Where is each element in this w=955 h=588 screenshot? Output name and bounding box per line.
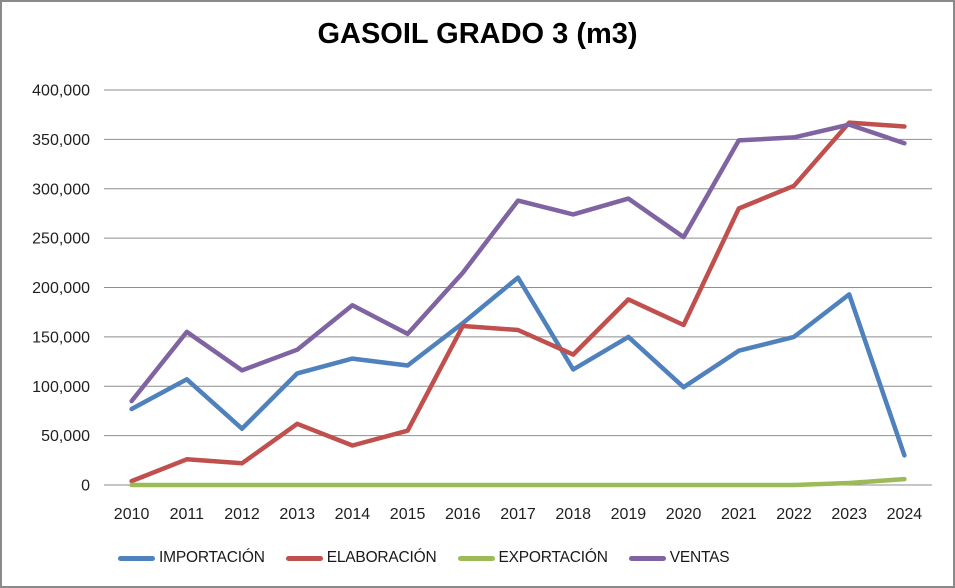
x-axis-tick-label: 2017: [500, 506, 536, 523]
x-axis-tick-label: 2014: [335, 506, 371, 523]
legend-label: VENTAS: [669, 549, 730, 566]
legend-line-swatch: [285, 555, 323, 561]
x-axis-tick-label: 2011: [170, 506, 205, 523]
series-line-ventas: [129, 122, 907, 404]
x-axis-tick-label: 2018: [555, 506, 591, 523]
legend-line-swatch: [457, 555, 495, 561]
x-axis-tick-label: 2019: [611, 506, 647, 523]
x-axis-tick-label: 2013: [279, 506, 315, 523]
legend: IMPORTACIÓN ELABORACIÓN EXPORTACIÓN VENTAS: [118, 545, 730, 571]
y-axis-tick-label: 400,000: [32, 83, 90, 100]
series-line-exportacion: [129, 476, 907, 488]
x-axis-tick-label: 2020: [666, 506, 702, 523]
y-axis-tick-label: 250,000: [32, 231, 90, 248]
series-line-elaboracion: [129, 120, 907, 484]
y-axis-tick-label: 50,000: [41, 428, 90, 445]
legend-item: IMPORTACIÓN: [118, 549, 265, 567]
x-axis-tick-label: 2024: [887, 506, 923, 523]
x-axis-tick-label: 2021: [721, 506, 757, 523]
series-line-importacion: [129, 275, 907, 458]
y-axis-tick-label: 100,000: [32, 379, 90, 396]
x-axis-tick-label: 2022: [776, 506, 812, 523]
legend-label: EXPORTACIÓN: [498, 549, 608, 566]
y-axis-tick-label: 350,000: [32, 132, 90, 149]
x-axis-tick-label: 2015: [390, 506, 426, 523]
x-axis-tick-label: 2023: [831, 506, 867, 523]
legend-line-swatch: [118, 555, 155, 561]
legend-label: ELABORACIÓN: [326, 549, 437, 566]
y-axis-tick-label: 200,000: [32, 280, 90, 297]
y-axis-tick-label: 300,000: [32, 181, 90, 198]
legend-label: IMPORTACIÓN: [159, 549, 265, 566]
legend-line-swatch: [628, 555, 666, 561]
x-axis-tick-label: 2010: [114, 506, 150, 523]
legend-item: ELABORACIÓN: [285, 549, 437, 567]
x-axis-tick-label: 2012: [224, 506, 260, 523]
y-axis-tick-label: 0: [81, 478, 90, 495]
legend-item: VENTAS: [628, 549, 730, 567]
chart-title: GASOIL GRADO 3 (m3): [317, 18, 638, 50]
legend-item: EXPORTACIÓN: [457, 549, 608, 567]
y-axis-tick-label: 150,000: [32, 329, 90, 346]
x-axis-tick-label: 2016: [445, 506, 481, 523]
